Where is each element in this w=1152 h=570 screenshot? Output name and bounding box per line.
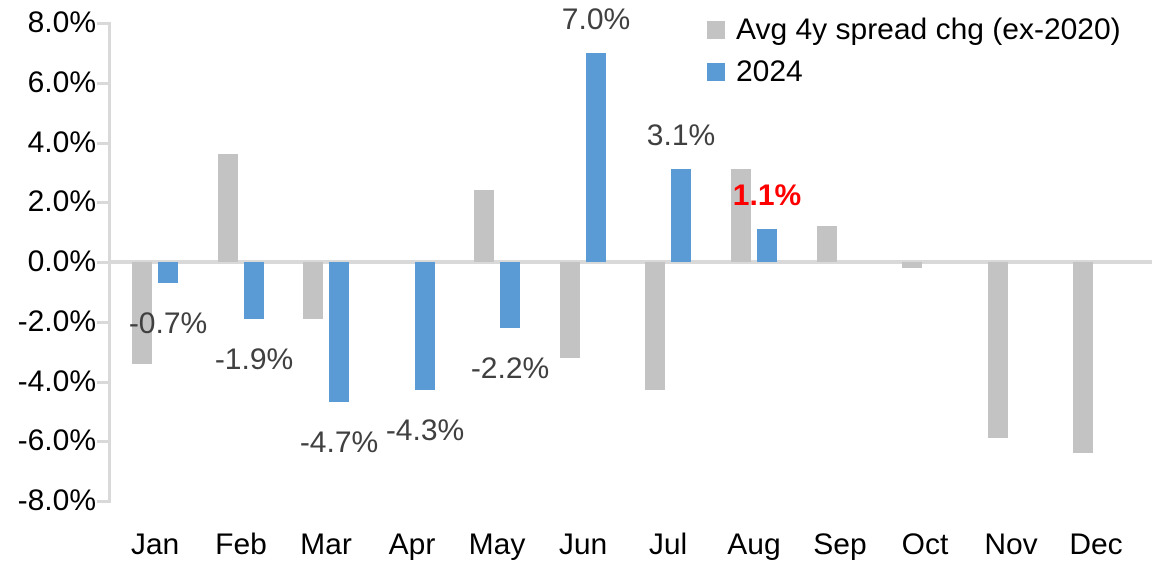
data-label-apr: -4.3% (385, 414, 465, 447)
bar-avg-aug (731, 169, 751, 262)
y-axis-tick-label: 2.0% (27, 185, 96, 218)
y-axis-tick (97, 261, 111, 264)
bar-2024-aug (757, 229, 777, 262)
zero-gridline (108, 260, 1152, 264)
data-label-may: -2.2% (470, 352, 550, 385)
x-axis-label-jan: Jan (130, 528, 180, 561)
y-axis-tick (97, 321, 111, 324)
data-label-mar: -4.7% (299, 426, 379, 459)
x-axis-label-feb: Feb (215, 528, 267, 561)
y-axis-tick-label: -2.0% (17, 305, 96, 338)
bar-2024-jan (158, 262, 178, 283)
x-axis-label-dec: Dec (1069, 528, 1123, 561)
y-axis-tick-label: 4.0% (27, 126, 96, 159)
bar-avg-feb (218, 154, 238, 262)
y-axis-tick (97, 500, 111, 503)
legend-item-avg-spread: Avg 4y spread chg (ex-2020) (707, 9, 1121, 51)
x-axis-label-nov: Nov (984, 528, 1038, 561)
data-label-jun: 7.0% (561, 3, 631, 36)
bar-2024-feb (244, 262, 264, 319)
bar-avg-nov (988, 262, 1008, 438)
data-label-jul: 3.1% (646, 119, 716, 152)
legend-swatch-avg-spread (707, 21, 725, 39)
y-axis-tick (97, 22, 111, 25)
y-axis-tick (97, 142, 111, 145)
y-axis-tick-label: 8.0% (27, 6, 96, 39)
bar-avg-jun (560, 262, 580, 358)
x-axis-label-may: May (468, 528, 526, 561)
x-axis-label-apr: Apr (388, 528, 436, 561)
data-label-feb: -1.9% (214, 343, 294, 376)
data-label-aug: 1.1% (732, 179, 802, 212)
x-axis-label-sep: Sep (813, 528, 867, 561)
bar-avg-jan (132, 262, 152, 364)
y-axis-tick-label: -4.0% (17, 365, 96, 398)
bar-2024-jun (586, 53, 606, 262)
data-label-jan: -0.7% (128, 307, 208, 340)
bar-avg-dec (1073, 262, 1093, 453)
bar-avg-mar (303, 262, 323, 319)
bar-avg-oct (902, 262, 922, 268)
bar-2024-jul (671, 169, 691, 262)
y-axis-tick-label: 6.0% (27, 66, 96, 99)
x-axis-label-jul: Jul (648, 528, 688, 561)
legend: Avg 4y spread chg (ex-2020) 2024 (707, 9, 1121, 93)
bar-2024-may (500, 262, 520, 328)
y-axis-tick-label: 0.0% (27, 245, 96, 278)
y-axis-tick (97, 82, 111, 85)
y-axis-tick-label: -6.0% (17, 424, 96, 457)
x-axis-label-oct: Oct (901, 528, 949, 561)
legend-item-2024: 2024 (707, 51, 1121, 93)
x-axis-label-aug: Aug (727, 528, 781, 561)
legend-label-avg-spread: Avg 4y spread chg (ex-2020) (736, 13, 1121, 46)
bar-avg-sep (817, 226, 837, 262)
bar-2024-mar (329, 262, 349, 402)
legend-label-2024: 2024 (736, 55, 803, 88)
y-axis-tick-label: -8.0% (17, 484, 96, 517)
x-axis-label-jun: Jun (558, 528, 608, 561)
bar-2024-apr (415, 262, 435, 390)
y-axis-tick (97, 440, 111, 443)
y-axis-tick (97, 381, 111, 384)
bar-avg-jul (645, 262, 665, 390)
x-axis-label-mar: Mar (300, 528, 352, 561)
bar-avg-may (474, 190, 494, 262)
y-axis-tick (97, 201, 111, 204)
legend-swatch-2024 (707, 63, 725, 81)
